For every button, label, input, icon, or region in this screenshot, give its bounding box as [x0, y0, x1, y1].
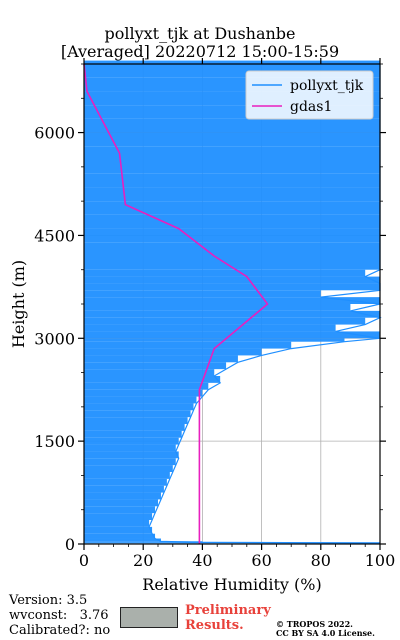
pollyxt-profile-segment: [84, 290, 321, 298]
pollyxt-profile-segment: [84, 324, 336, 332]
legend-label-gdas1: gdas1: [290, 99, 332, 115]
pollyxt-profile-segment: [84, 396, 197, 404]
pollyxt-profile-segment: [84, 451, 179, 459]
y-tick-label: 6000: [34, 124, 75, 143]
pollyxt-profile-segment: [84, 403, 194, 411]
pollyxt-profile-segment: [84, 492, 161, 500]
chart-title-line2: [Averaged] 20220712 15:00-15:59: [60, 42, 340, 61]
pollyxt-profile-segment: [84, 485, 164, 493]
wvconst-label: wvconst: 3.76: [9, 608, 109, 623]
gdas1-series-line: [83, 63, 269, 544]
pollyxt-profile-segment: [84, 304, 351, 311]
pollyxt-profile-segment: [84, 242, 380, 256]
preliminary-line2: Results.: [185, 618, 244, 633]
pollyxt-profile-segment: [84, 160, 380, 174]
pollyxt-profile-segment: [84, 269, 366, 277]
y-tick-label: 0: [65, 535, 75, 554]
chart-title-line1: pollyxt_tjk at Dushanbe: [104, 24, 296, 43]
y-tick-label: 1500: [34, 432, 75, 451]
pollyxt-profile-segment: [84, 430, 182, 438]
preliminary-notice: Preliminary Results.: [185, 603, 271, 633]
pollyxt-profile-segment: [84, 458, 176, 466]
pollyxt-profile-segment: [84, 256, 380, 270]
pollyxt-profile-segment: [84, 276, 380, 284]
cc-license-badge-icon: [120, 607, 178, 628]
x-tick-label: 20: [133, 551, 153, 570]
pollyxt-profile-segment: [84, 146, 380, 160]
pollyxt-profile-segment: [84, 417, 188, 424]
pollyxt-profile-segment: [84, 341, 292, 349]
pollyxt-profile-segment: [84, 355, 238, 363]
pollyxt-profile-segment: [84, 201, 380, 215]
copyright-line1: © TROPOS 2022.: [276, 619, 353, 629]
pollyxt-profile-segment: [84, 520, 150, 527]
pollyxt-profile-segment: [84, 389, 203, 397]
x-tick-label: 40: [192, 551, 212, 570]
pollyxt-profile-segment: [84, 187, 380, 202]
pollyxt-profile-segment: [84, 499, 158, 507]
pollyxt-profile-segment: [84, 513, 153, 520]
pollyxt-profile-segment: [84, 283, 380, 291]
y-tick-label: 3000: [34, 329, 75, 348]
y-tick-label: 4500: [34, 226, 75, 245]
rh-profile-chart: 0 20 40 60 80 100 0 1500 3000 4500 6000 Relative Hu…: [9, 58, 396, 594]
pollyxt-profile-segment: [84, 478, 167, 486]
pollyxt-profile-segment: [84, 173, 380, 188]
pollyxt-profile-segment: [84, 338, 345, 342]
copyright-line2: CC BY SA 4.0 License.: [276, 628, 375, 638]
pollyxt-profile-segment: [84, 376, 221, 383]
x-tick-label: 0: [79, 551, 89, 570]
pollyxt-profile-segment: [84, 214, 380, 229]
pollyxt-profile-segment: [84, 526, 153, 534]
pollyxt-profile-segment: [84, 118, 380, 133]
pollyxt-profile-segment: [84, 437, 179, 445]
legend-label-pollyxt_tjk: pollyxt_tjk: [290, 78, 364, 94]
pollyxt-profile-segment: [84, 297, 380, 304]
pollyxt-profile-segment: [84, 506, 156, 514]
y-axis-label: Height (m): [9, 260, 28, 348]
calibrated-label: Calibrated?: no: [9, 623, 111, 638]
pollyxt-profile-segment: [84, 410, 191, 418]
version-label: Version: 3.5: [9, 593, 88, 608]
copyright-notice: © TROPOS 2022. CC BY SA 4.0 License.: [276, 620, 375, 638]
pollyxt-profile-segment: [84, 132, 380, 147]
pollyxt-profile-segment: [84, 228, 380, 243]
pollyxt-profile-segment: [84, 369, 215, 376]
pollyxt-profile-segment: [84, 541, 203, 543]
pollyxt-profile-segment: [84, 331, 380, 339]
pollyxt-profile-segment: [84, 60, 380, 64]
x-tick-label: 80: [311, 551, 331, 570]
pollyxt-profile-segment: [84, 317, 366, 325]
pollyxt-profile-segment: [84, 465, 173, 472]
pollyxt-profile-segment: [84, 382, 209, 390]
legend-box: [245, 70, 374, 120]
pollyxt-profile-segment: [84, 538, 161, 542]
preliminary-line1: Preliminary: [185, 603, 271, 618]
x-axis-label: Relative Humidity (%): [142, 575, 321, 594]
pollyxt-profile-segment: [84, 444, 176, 452]
pollyxt-profile-segment: [84, 533, 156, 539]
pollyxt-profile-segment: [84, 310, 380, 318]
pollyxt-profile-segment: [84, 362, 227, 370]
pollyxt-profile-segment: [84, 472, 170, 479]
pollyxt-profile-segment: [84, 348, 262, 356]
x-tick-label: 100: [365, 551, 396, 570]
x-tick-label: 60: [251, 551, 271, 570]
pollyxt-profile-segment: [84, 424, 185, 431]
